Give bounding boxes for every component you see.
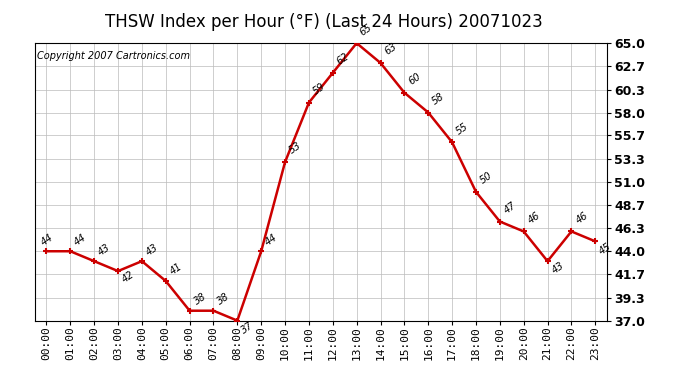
Text: 55: 55 (455, 121, 471, 136)
Text: 37: 37 (239, 320, 256, 336)
Text: 62: 62 (335, 52, 351, 67)
Text: 53: 53 (288, 141, 304, 156)
Text: 38: 38 (216, 291, 232, 307)
Text: 38: 38 (192, 291, 208, 307)
Text: 46: 46 (574, 210, 590, 225)
Text: 46: 46 (526, 210, 542, 225)
Text: 58: 58 (431, 91, 446, 106)
Text: 43: 43 (550, 261, 566, 276)
Text: 42: 42 (121, 270, 137, 285)
Text: 44: 44 (264, 232, 279, 247)
Text: 63: 63 (383, 42, 399, 57)
Text: 41: 41 (168, 262, 184, 277)
Text: 47: 47 (502, 200, 518, 216)
Text: 45: 45 (598, 241, 613, 256)
Text: 60: 60 (407, 71, 423, 87)
Text: 65: 65 (358, 22, 374, 37)
Text: Copyright 2007 Cartronics.com: Copyright 2007 Cartronics.com (37, 51, 190, 62)
Text: 43: 43 (97, 242, 112, 257)
Text: 44: 44 (72, 232, 88, 247)
Text: THSW Index per Hour (°F) (Last 24 Hours) 20071023: THSW Index per Hour (°F) (Last 24 Hours)… (106, 13, 543, 31)
Text: 43: 43 (144, 242, 160, 257)
Text: 44: 44 (39, 232, 55, 247)
Text: 59: 59 (311, 81, 327, 97)
Text: 50: 50 (478, 171, 494, 186)
